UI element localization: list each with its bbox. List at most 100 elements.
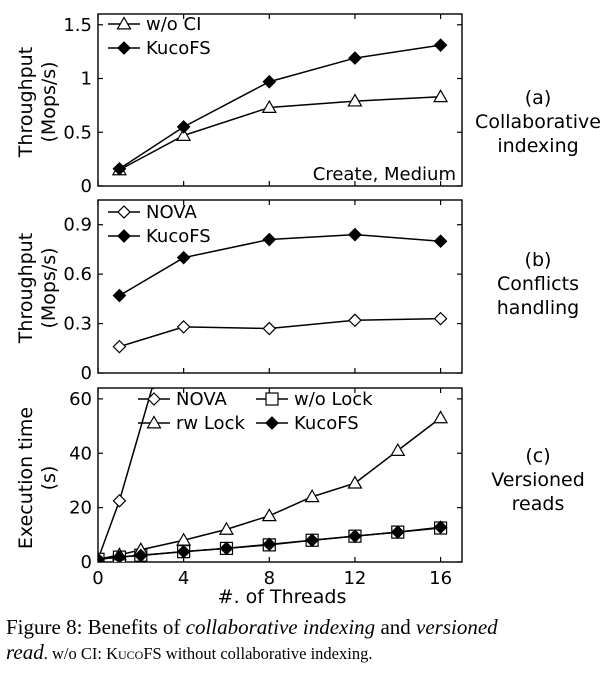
data-point-kucofs bbox=[176, 120, 191, 134]
y-axis-label-c-line1: Execution time bbox=[15, 407, 37, 549]
y-tick-label-b: 0.6 bbox=[63, 264, 92, 285]
legend-marker bbox=[265, 416, 279, 430]
caption-smallcaps: KucoFS bbox=[106, 644, 162, 663]
legend-label: NOVA bbox=[176, 389, 227, 410]
caption-text: . w/o CI: bbox=[43, 644, 107, 663]
data-point-kucofs bbox=[176, 250, 191, 265]
y-tick-label-b: 0.3 bbox=[63, 314, 92, 335]
data-point-kucofs bbox=[390, 525, 405, 539]
x-tick-label: 16 bbox=[429, 568, 452, 589]
side-label-b-line1: Conflicts bbox=[497, 273, 579, 295]
panel-b: Throughput (Mops/s) (b) Conflicts handli… bbox=[15, 199, 579, 384]
plot-frame-b bbox=[97, 199, 463, 374]
x-tick-label: 12 bbox=[343, 568, 366, 589]
data-point-kucofs bbox=[112, 161, 127, 176]
data-point-nova bbox=[348, 313, 362, 328]
data-point-w-o-ci bbox=[261, 99, 277, 114]
plot-area-b bbox=[112, 227, 448, 354]
caption-line-2: read. w/o CI: KucoFS without collaborati… bbox=[6, 640, 606, 666]
legend-marker bbox=[116, 16, 132, 30]
legend-label: KucoFS bbox=[294, 413, 359, 434]
y-tick-label-c: 40 bbox=[69, 443, 92, 464]
caption-emphasis: read bbox=[6, 640, 44, 664]
data-point-kucofs bbox=[348, 51, 362, 65]
panel-label-c: (c) bbox=[525, 445, 550, 467]
y-tick-label-a: 0 bbox=[81, 176, 92, 197]
data-point-rw-lock bbox=[390, 442, 406, 457]
legend-label: w/o Lock bbox=[294, 389, 373, 410]
data-point-rw-lock bbox=[347, 475, 363, 489]
side-label-c-line1: Versioned bbox=[491, 469, 585, 491]
data-point-nova bbox=[152, 388, 156, 390]
data-point-nova bbox=[176, 320, 191, 334]
legend-label: KucoFS bbox=[146, 226, 211, 247]
side-label-a-line2: indexing bbox=[497, 135, 578, 157]
data-point-rw-lock bbox=[433, 410, 449, 424]
series-line-nova bbox=[98, 388, 153, 560]
x-tick-label: 8 bbox=[264, 568, 275, 589]
y-tick-label-c: 20 bbox=[69, 498, 92, 519]
plot-frame-a bbox=[97, 13, 463, 187]
panel-c: Execution time (s) (c) Versioned reads #… bbox=[15, 387, 585, 606]
legend-marker bbox=[146, 415, 162, 429]
y-tick-label-a: 1 bbox=[81, 69, 92, 90]
panel-label-a: (a) bbox=[525, 87, 551, 109]
data-point-w-o-ci bbox=[347, 93, 363, 107]
data-point-nova bbox=[112, 493, 127, 508]
data-point-kucofs bbox=[305, 533, 319, 548]
legend-b: NOVA KucoFS bbox=[108, 202, 211, 247]
data-point-kucofs bbox=[262, 74, 277, 89]
data-point-kucofs bbox=[433, 234, 448, 249]
series-line-rw-lock bbox=[98, 417, 442, 561]
y-tick-label-b: 0 bbox=[81, 363, 92, 384]
x-axis-label: #. of Threads bbox=[218, 586, 347, 606]
x-tick-label: 0 bbox=[92, 568, 103, 589]
legend-label: KucoFS bbox=[146, 38, 211, 59]
data-point-kucofs bbox=[348, 227, 362, 242]
y-tick-label-b: 0.9 bbox=[63, 215, 92, 236]
caption-emphasis: collaborative indexing bbox=[185, 615, 376, 639]
y-tick-label-c: 60 bbox=[69, 389, 92, 410]
legend-label: w/o CI bbox=[146, 14, 201, 35]
plot-frame-c bbox=[97, 387, 463, 563]
caption-text: Figure 8: Benefits of bbox=[6, 615, 186, 639]
y-tick-label-a: 1.5 bbox=[63, 15, 92, 36]
data-point-nova bbox=[112, 339, 127, 354]
data-point-kucofs bbox=[133, 548, 148, 562]
data-point-kucofs bbox=[112, 288, 127, 303]
data-point-kucofs bbox=[262, 537, 277, 552]
data-point-kucofs bbox=[433, 520, 448, 535]
plot-area-c bbox=[98, 388, 449, 562]
legend-label: NOVA bbox=[146, 202, 197, 223]
series-line-nova bbox=[119, 317, 441, 348]
data-point-rw-lock bbox=[304, 489, 320, 503]
plot-area-a bbox=[111, 38, 449, 176]
side-label-c-line2: reads bbox=[512, 493, 565, 515]
y-tick-label-a: 0.5 bbox=[63, 122, 92, 143]
y-tick-label-c: 0 bbox=[81, 552, 92, 573]
data-point-w-o-ci bbox=[176, 127, 192, 141]
data-point-kucofs bbox=[262, 232, 277, 247]
data-point-rw-lock bbox=[218, 521, 235, 535]
annotation-a: Create, Medium bbox=[313, 164, 456, 185]
series-line-w-o-ci bbox=[119, 96, 441, 171]
caption-text: and bbox=[375, 615, 417, 639]
y-axis-label-b-line2: (Mops/s) bbox=[38, 247, 60, 328]
y-axis-label-b-line1: Throughput bbox=[15, 233, 37, 344]
panel-a: Throughput (Mops/s) (a) Collaborative in… bbox=[15, 13, 601, 197]
data-point-nova bbox=[262, 321, 277, 336]
caption-line-1: Figure 8: Benefits of collaborative inde… bbox=[6, 614, 606, 640]
data-point-kucofs bbox=[98, 552, 105, 562]
legend-marker bbox=[265, 392, 279, 406]
legend-a: w/o CI KucoFS bbox=[108, 14, 211, 59]
caption-text: without collaborative indexing. bbox=[161, 644, 373, 663]
data-point-kucofs bbox=[176, 544, 191, 559]
figure-caption: Figure 8: Benefits of collaborative inde… bbox=[6, 614, 606, 666]
x-tick-label: 4 bbox=[178, 568, 189, 589]
data-point-kucofs bbox=[219, 541, 234, 556]
data-point-kucofs bbox=[348, 529, 362, 544]
data-point-kucofs bbox=[112, 550, 127, 562]
y-axis-label-a-line2: (Mops/s) bbox=[38, 61, 60, 142]
y-axis-label-a-line1: Throughput bbox=[15, 47, 37, 158]
y-axis-label-c-line2: (s) bbox=[38, 466, 60, 491]
